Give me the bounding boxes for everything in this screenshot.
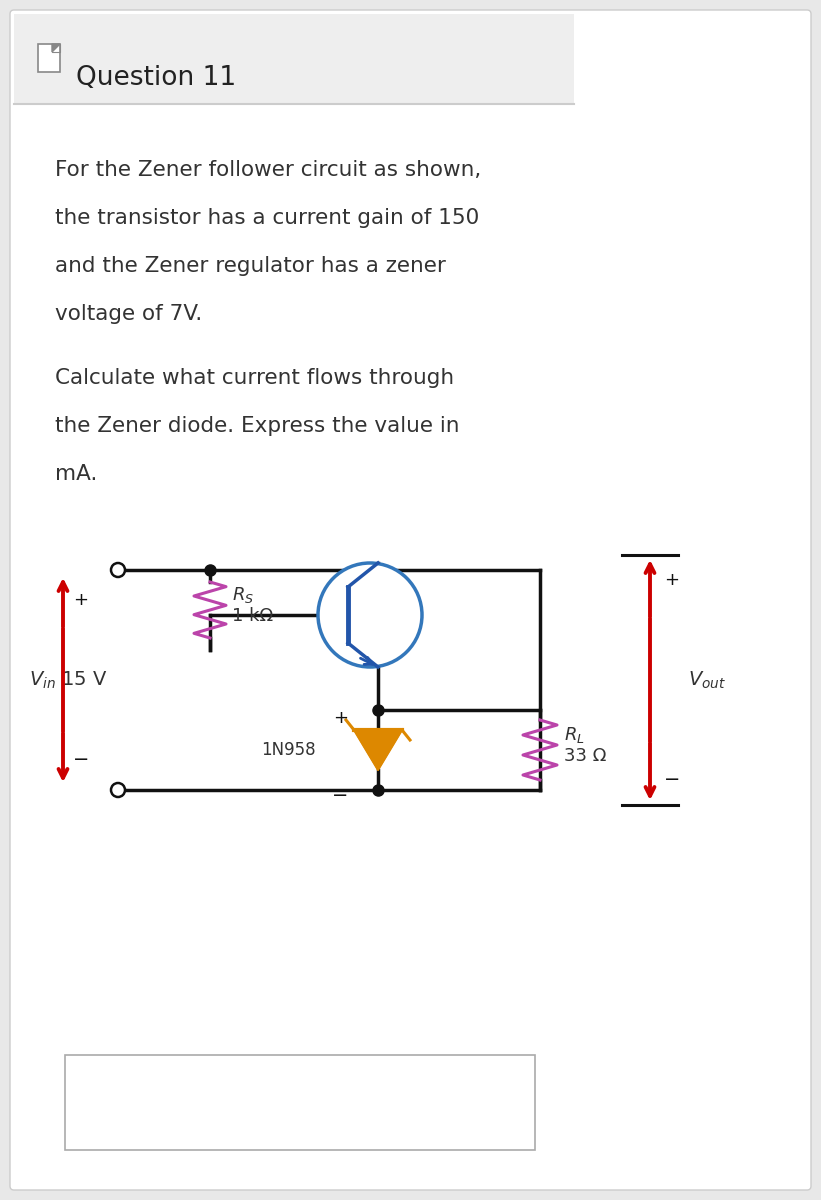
Text: +: + [664,571,679,589]
Text: the Zener diode. Express the value in: the Zener diode. Express the value in [55,416,460,436]
Circle shape [111,563,125,577]
Polygon shape [354,730,402,770]
Text: $R_L$
33 Ω: $R_L$ 33 Ω [564,725,607,766]
Bar [14,14,574,104]
Polygon shape [52,44,60,52]
Text: 1N958: 1N958 [261,740,316,758]
Circle shape [111,782,125,797]
Text: mA.: mA. [55,464,98,484]
Text: +: + [73,590,88,608]
Text: $V_{in}$ 15 V: $V_{in}$ 15 V [30,670,108,691]
Text: Question 11: Question 11 [76,65,236,91]
Text: For the Zener follower circuit as shown,: For the Zener follower circuit as shown, [55,160,481,180]
Text: +: + [333,709,348,727]
Text: and the Zener regulator has a zener: and the Zener regulator has a zener [55,256,446,276]
FancyBboxPatch shape [38,44,60,72]
Text: −: − [332,786,348,804]
Circle shape [318,563,422,667]
Text: −: − [664,770,681,790]
FancyBboxPatch shape [10,10,811,1190]
Text: the transistor has a current gain of 150: the transistor has a current gain of 150 [55,208,479,228]
Text: voltage of 7V.: voltage of 7V. [55,304,202,324]
Text: Calculate what current flows through: Calculate what current flows through [55,368,454,388]
Text: $R_S$
1 kΩ: $R_S$ 1 kΩ [232,584,273,625]
Text: $V_{out}$: $V_{out}$ [688,670,726,691]
Bar [65,1055,535,1150]
Text: −: − [73,750,89,769]
